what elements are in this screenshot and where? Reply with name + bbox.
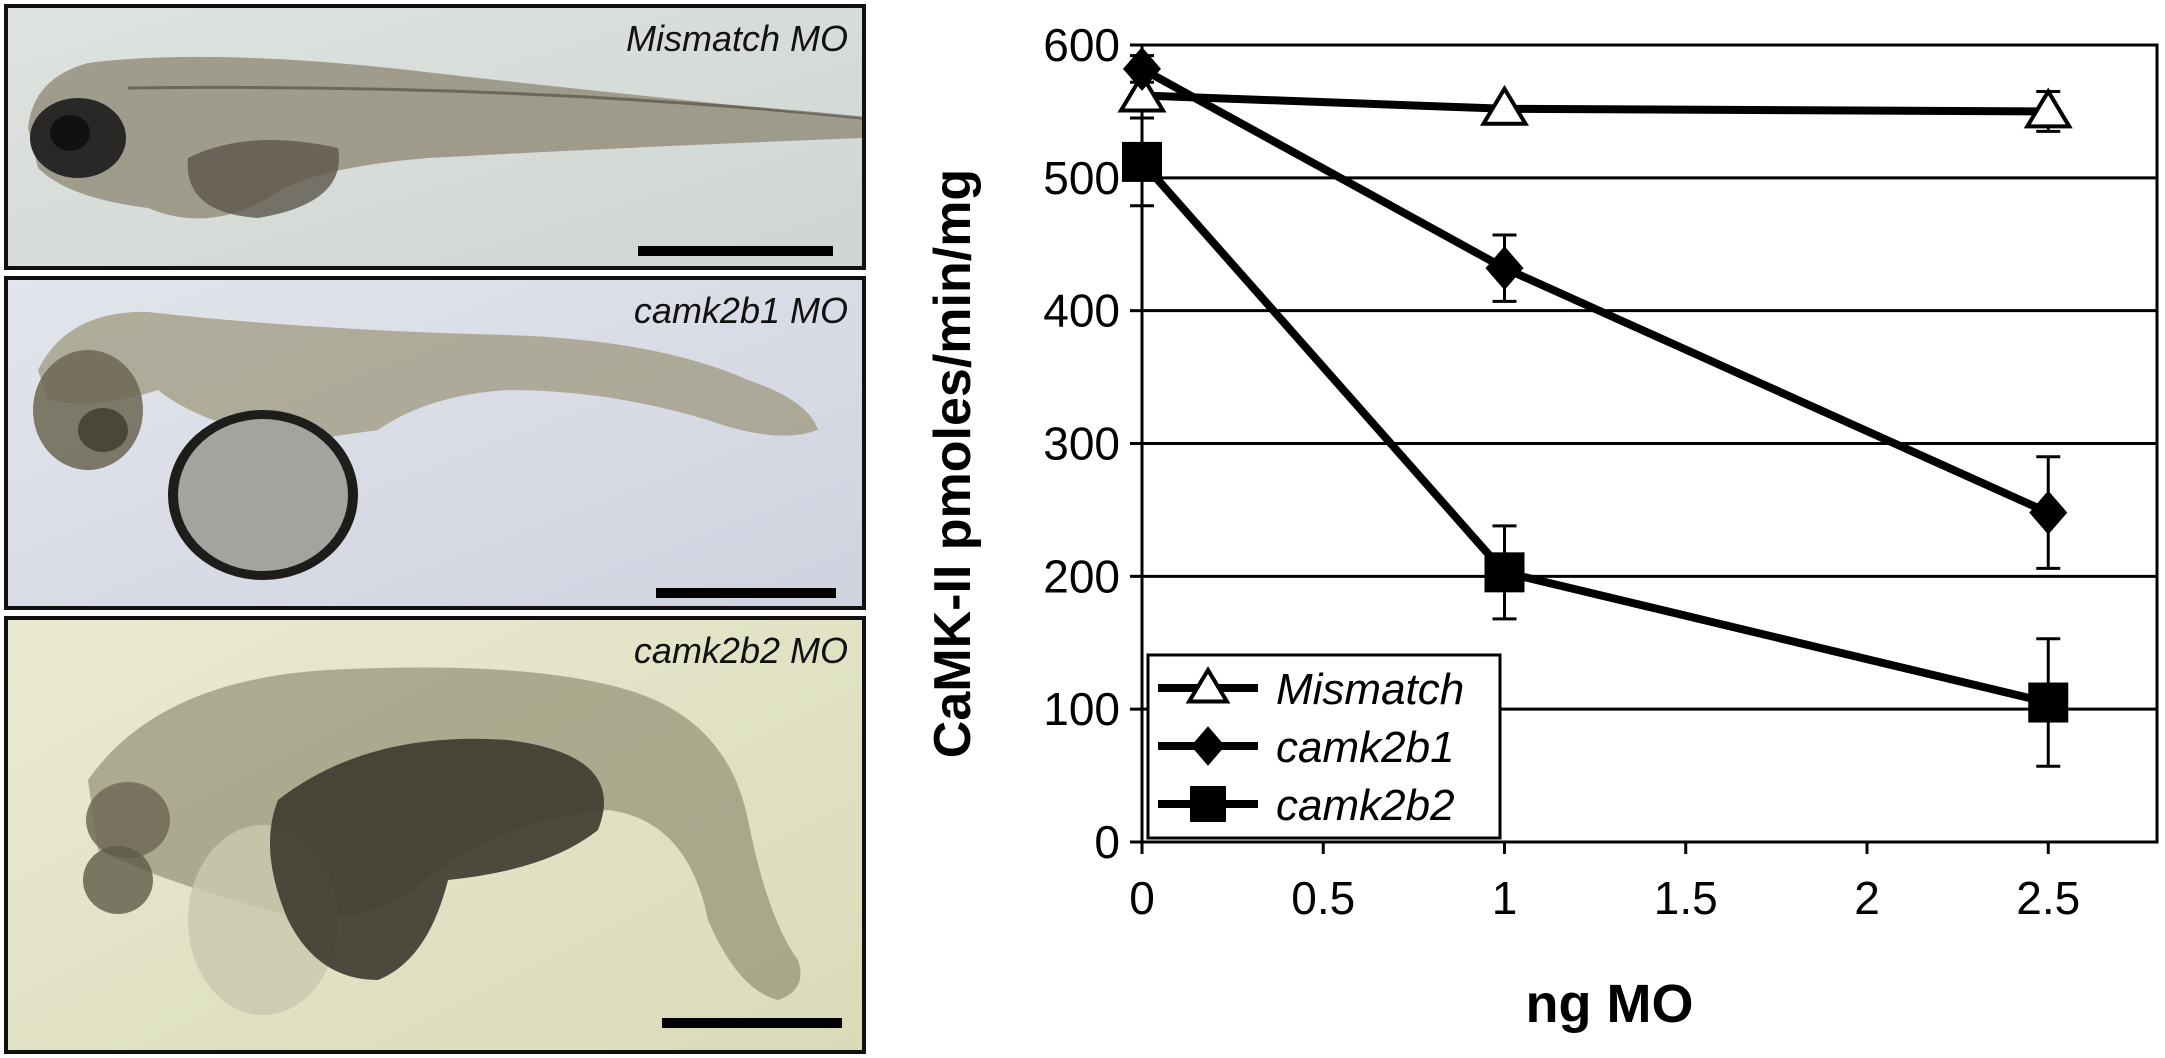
data-point <box>1122 141 1162 182</box>
series-camk2b1 <box>1123 46 2068 570</box>
x-axis-label: ng MO <box>1526 974 1694 1034</box>
y-tick-label: 300 <box>1043 418 1120 470</box>
legend-item-camk2b1: camk2b1 <box>1158 723 1455 772</box>
x-tick-label: 0 <box>1129 872 1155 924</box>
legend-marker <box>1185 666 1231 704</box>
data-point <box>1117 71 1167 113</box>
legend-marker <box>1190 786 1226 822</box>
y-tick-label: 400 <box>1043 285 1120 337</box>
data-point <box>2029 490 2068 535</box>
camk2b2-embryo-panel: camk2b2 MO <box>4 616 866 1054</box>
camk2b1-embryo-image <box>8 280 862 606</box>
legend-label: Mismatch <box>1276 665 1464 714</box>
legend-marker <box>1190 726 1226 766</box>
legend-item-camk2b2: camk2b2 <box>1158 781 1455 830</box>
scale-bar <box>638 246 833 256</box>
scale-bar <box>662 1018 842 1028</box>
y-tick-label: 0 <box>1094 816 1120 868</box>
x-tick-label: 1.5 <box>1654 872 1718 924</box>
mismatch-embryo-panel: Mismatch MO <box>4 4 866 270</box>
data-point <box>1479 84 1530 126</box>
legend: Mismatch camk2b1 camk2b2 <box>1146 653 1502 840</box>
x-tick-label: 2.5 <box>2016 872 2080 924</box>
data-point <box>1123 46 1161 91</box>
y-axis-label: CaMK-II pmoles/min/mg <box>924 169 982 758</box>
panel-label: camk2b1 MO <box>633 290 848 331</box>
legend-item-mismatch: Mismatch <box>1158 665 1464 714</box>
y-tick-label: 500 <box>1043 152 1120 204</box>
panel-label: camk2b2 MO <box>633 630 848 671</box>
mismatch-embryo-image <box>8 8 862 266</box>
data-point <box>2028 682 2069 723</box>
camk2b1-embryo-panel: camk2b1 MO <box>4 276 866 610</box>
data-point <box>1485 246 1524 291</box>
x-tick-label: 1 <box>1492 872 1518 924</box>
x-tick-label: 0.5 <box>1291 872 1355 924</box>
y-tick-label: 600 <box>1043 19 1120 71</box>
camk2b2-embryo-image <box>8 620 862 1050</box>
y-tick-label: 200 <box>1043 550 1120 602</box>
data-point <box>2023 87 2073 129</box>
legend-label: camk2b2 <box>1276 781 1455 830</box>
panel-label: Mismatch MO <box>625 18 848 59</box>
y-tick-label: 100 <box>1043 683 1120 735</box>
scale-bar <box>656 588 836 598</box>
series-mismatch <box>1117 71 2073 133</box>
data-point <box>1484 552 1525 593</box>
camkii-activity-chart: 0 100 200 300 400 500 600 0 0.5 1 1.5 2 2.5 ng MO CaMK… <box>924 19 2159 1034</box>
x-tick-label: 2 <box>1854 872 1880 924</box>
series-camk2b2 <box>1122 116 2069 768</box>
legend-label: camk2b1 <box>1276 723 1455 772</box>
